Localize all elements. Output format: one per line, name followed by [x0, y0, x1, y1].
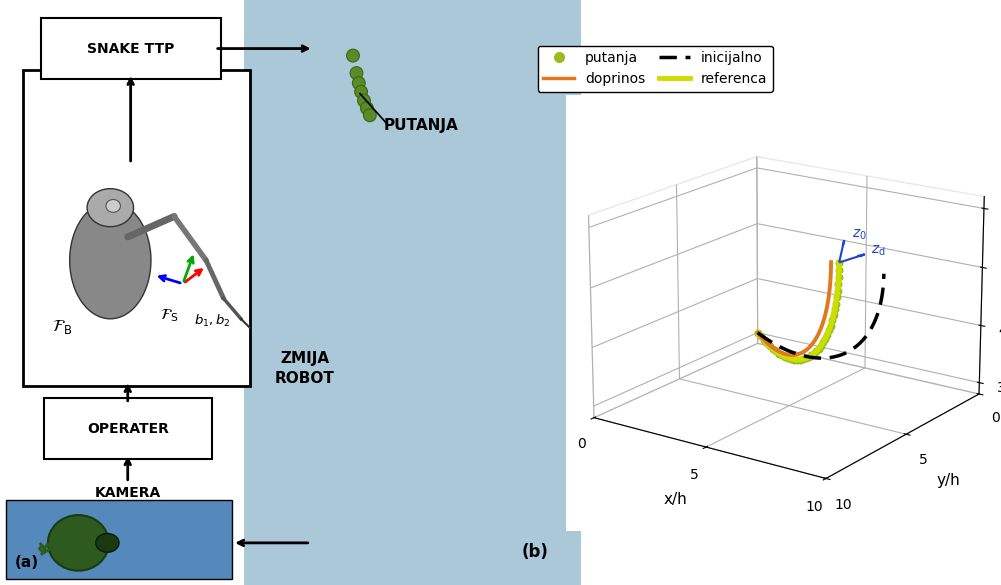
Circle shape [352, 77, 365, 90]
Text: $\mathcal{F}_{\mathrm{B}}$: $\mathcal{F}_{\mathrm{B}}$ [52, 318, 72, 336]
FancyBboxPatch shape [23, 70, 249, 386]
Circle shape [360, 102, 373, 115]
Ellipse shape [87, 188, 133, 226]
Text: $b_1, b_2$: $b_1, b_2$ [194, 312, 231, 329]
Circle shape [357, 94, 370, 107]
Text: $\mathcal{F}_{\mathrm{S}}$: $\mathcal{F}_{\mathrm{S}}$ [159, 307, 178, 324]
Text: SNAKE TTP: SNAKE TTP [87, 42, 174, 56]
FancyBboxPatch shape [44, 398, 212, 459]
Text: PUTANJA: PUTANJA [383, 118, 458, 133]
Y-axis label: y/h: y/h [937, 473, 961, 488]
Text: (a): (a) [14, 555, 39, 570]
Text: OPERATER: OPERATER [87, 422, 168, 436]
Circle shape [350, 67, 362, 80]
X-axis label: x/h: x/h [664, 491, 687, 507]
Text: KAMERA: KAMERA [95, 486, 161, 500]
Bar [6, 500, 232, 579]
Ellipse shape [96, 534, 119, 552]
Circle shape [354, 85, 367, 98]
Ellipse shape [48, 515, 109, 571]
FancyBboxPatch shape [41, 18, 220, 79]
Ellipse shape [106, 199, 120, 212]
Ellipse shape [70, 202, 151, 319]
Circle shape [346, 49, 359, 62]
Text: ZMIJA
ROBOT: ZMIJA ROBOT [275, 351, 334, 386]
Legend: putanja, doprinos, inicijalno, referenca: putanja, doprinos, inicijalno, referenca [538, 46, 773, 92]
Bar [244, 0, 581, 585]
Text: (b): (b) [523, 543, 549, 561]
Circle shape [363, 109, 376, 122]
